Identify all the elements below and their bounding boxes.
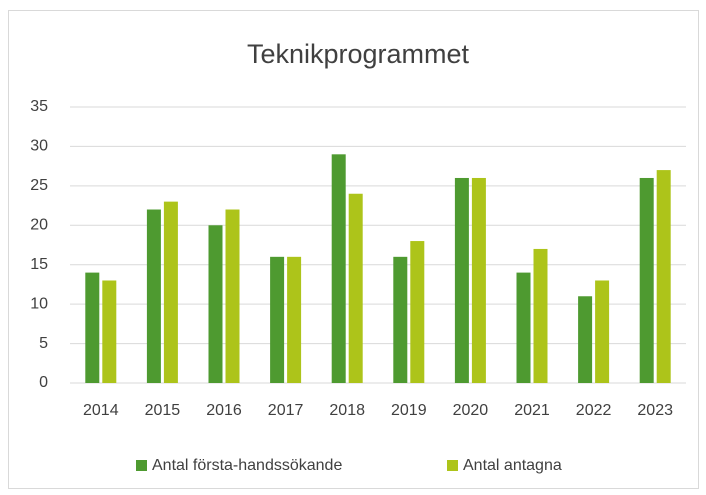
x-tick-label: 2019: [391, 402, 427, 419]
bar: [516, 272, 531, 383]
y-tick-label: 0: [39, 374, 48, 391]
bar: [595, 280, 610, 383]
bar: [102, 280, 117, 383]
legend-marker: [447, 460, 458, 471]
x-tick-label: 2018: [329, 402, 365, 419]
y-tick-label: 35: [30, 98, 48, 115]
x-tick-label: 2021: [514, 402, 550, 419]
bar: [656, 170, 671, 383]
bar: [208, 225, 223, 383]
legend-marker: [136, 460, 147, 471]
legend-label: Antal antagna: [463, 457, 562, 474]
y-tick-label: 20: [30, 217, 48, 234]
x-tick-label: 2020: [453, 402, 489, 419]
x-tick-label: 2017: [268, 402, 304, 419]
y-tick-label: 30: [30, 138, 48, 155]
chart-title: Teknikprogrammet: [247, 39, 470, 69]
bar: [270, 256, 285, 383]
y-tick-label: 5: [39, 335, 48, 352]
x-tick-label: 2016: [206, 402, 242, 419]
legend-label: Antal första-handssökande: [152, 457, 342, 474]
bar: [639, 177, 654, 383]
bar: [146, 209, 161, 383]
x-tick-label: 2022: [576, 402, 612, 419]
bar: [85, 272, 100, 383]
bar: [533, 248, 548, 383]
bar: [471, 177, 486, 383]
bar: [578, 296, 593, 383]
bar: [410, 241, 425, 383]
bar: [454, 177, 469, 383]
bar: [331, 154, 346, 383]
bar: [393, 256, 408, 383]
bar: [225, 209, 240, 383]
bar: [163, 201, 178, 383]
y-tick-label: 25: [30, 177, 48, 194]
y-tick-label: 15: [30, 256, 48, 273]
x-tick-label: 2014: [83, 402, 119, 419]
y-tick-label: 10: [30, 295, 48, 312]
x-tick-label: 2015: [145, 402, 181, 419]
x-tick-label: 2023: [637, 402, 673, 419]
bar: [287, 256, 302, 383]
bar: [348, 193, 363, 383]
